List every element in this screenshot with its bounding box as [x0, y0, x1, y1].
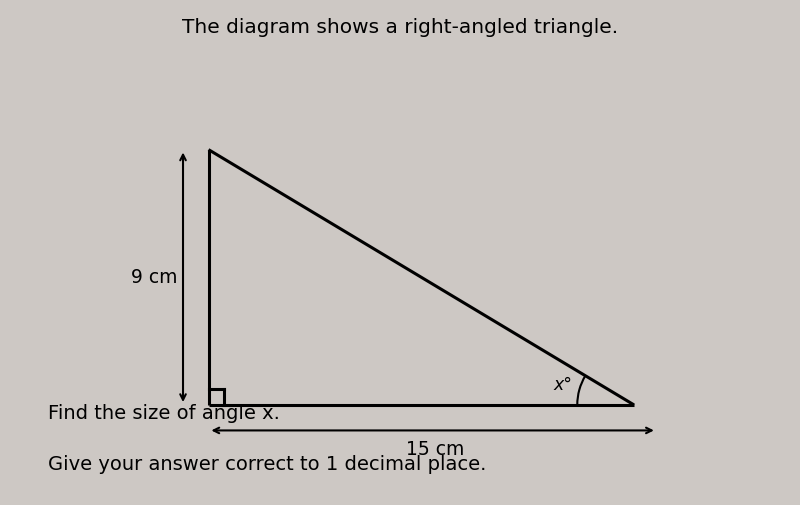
Text: Find the size of angle x.: Find the size of angle x.	[48, 404, 280, 423]
Text: The diagram shows a right-angled triangle.: The diagram shows a right-angled triangl…	[182, 18, 618, 37]
Text: 15 cm: 15 cm	[406, 440, 465, 460]
Text: x°: x°	[554, 376, 573, 394]
Text: 9 cm: 9 cm	[131, 268, 178, 287]
Text: Give your answer correct to 1 decimal place.: Give your answer correct to 1 decimal pl…	[48, 454, 486, 474]
